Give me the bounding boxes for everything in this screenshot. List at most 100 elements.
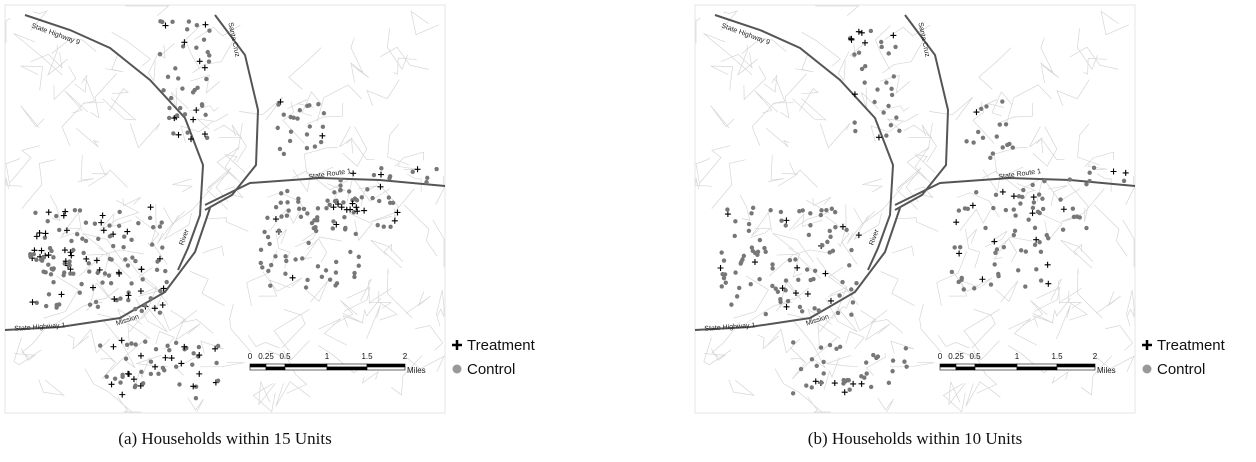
control-household [993,192,999,198]
control-household [783,278,789,283]
control-household [111,243,116,249]
control-household [856,50,862,55]
street [838,51,850,82]
treatment-household [999,188,1006,195]
control-household [31,252,36,257]
control-household [752,250,758,256]
control-household [980,135,986,140]
control-household [1038,278,1044,283]
control-household [775,289,781,294]
control-household [884,133,889,138]
scale-segment [1056,363,1096,368]
control-household [277,146,283,152]
control-household [1038,249,1044,255]
street [273,308,310,352]
control-household [778,299,783,305]
control-household [809,385,814,390]
street [720,52,753,69]
control-household [118,380,123,385]
treatment-household [168,355,175,362]
control-household [139,308,144,314]
treatment-household [1045,280,1052,287]
street [9,145,41,183]
control-household [71,247,76,253]
control-household [338,183,343,188]
treatment-household [333,221,340,228]
control-household [307,124,313,129]
street [387,123,410,166]
street [1105,325,1134,351]
control-household [214,360,219,366]
street [1029,126,1043,148]
control-household [863,63,868,69]
control-household [80,236,85,241]
major-road [24,14,205,271]
control-household [129,341,134,346]
control-household [51,266,56,271]
street [14,348,37,361]
street [133,357,150,390]
treatment-household [1010,193,1017,200]
street [163,187,213,225]
street [768,254,796,277]
street [892,245,915,257]
legend-label: Treatment [1157,337,1226,354]
treatment-household [196,352,203,359]
street [189,74,221,94]
control-household [829,206,835,211]
street [192,39,235,74]
street [262,271,303,292]
control-household [793,257,798,262]
street [200,340,224,354]
treatment-household [353,204,360,211]
control-household [315,215,320,220]
control-household [315,218,320,223]
major-road [894,176,1136,206]
street [1096,173,1112,192]
control-household [305,211,310,216]
treatment-household [63,227,70,234]
legend-control-symbol [452,364,462,374]
street [301,91,323,117]
control-household [293,257,298,262]
control-household [381,224,386,229]
control-household [177,105,183,111]
control-household [48,272,54,277]
street [936,250,968,306]
street [1066,181,1089,222]
control-household [812,268,818,274]
treatment-household [110,231,117,238]
street [703,337,732,366]
street [984,230,1008,248]
scale-segment [955,366,976,371]
control-household [862,80,867,85]
major-road [4,207,211,331]
treatment-household [1122,169,1129,176]
control-household [1021,187,1026,193]
control-household [154,267,160,273]
street [890,361,935,368]
street [360,278,372,305]
control-household [377,198,382,204]
street [294,230,318,248]
treatment-household [108,381,115,388]
treatment-household [848,35,855,42]
control-household [356,263,361,268]
control-household [346,189,352,194]
street [895,217,939,232]
street [788,247,803,278]
control-household [304,145,310,151]
street [1087,163,1108,170]
street [1047,185,1068,207]
street [200,361,245,368]
control-household [147,215,153,221]
street [77,328,111,354]
control-household [285,200,290,205]
control-household [260,265,265,270]
control-household [164,279,169,285]
street [1008,318,1037,346]
street [754,90,779,114]
control-household [120,372,125,377]
control-household [746,228,752,234]
road-label: State Highway 1 [704,322,755,333]
